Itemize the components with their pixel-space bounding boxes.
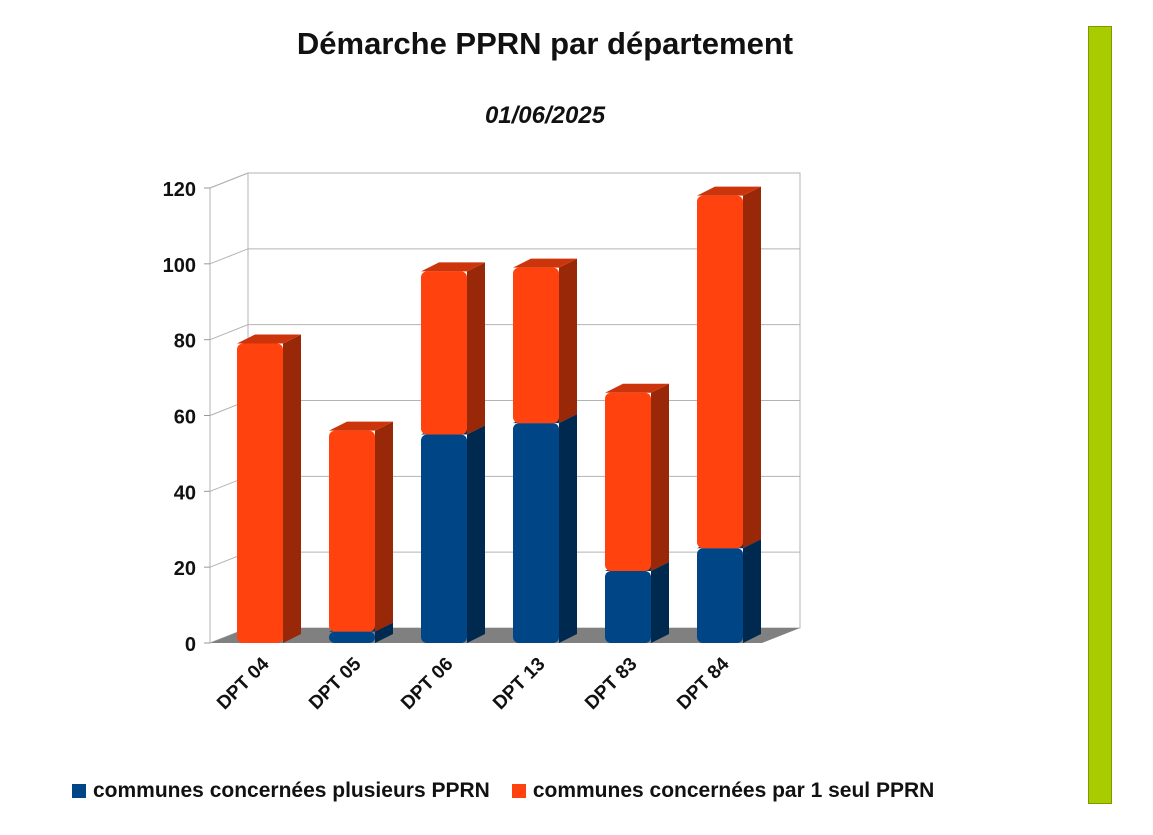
y-tick-label: 100 [163,255,196,277]
legend-item-series-1: communes concernées plusieurs PPRN [72,779,490,803]
gridline [209,172,800,189]
x-tick-label: DPT 13 [489,654,549,714]
chart-bars [237,186,761,643]
x-tick-label: DPT 04 [213,653,274,714]
y-tick-label: 120 [163,179,196,201]
legend-swatch-series-1 [72,784,86,798]
gridline [209,324,800,341]
bar-dpt-04-series-2 [237,334,301,643]
bar-dpt-83-series-1 [605,561,669,643]
bar-side-face [559,414,577,643]
legend-label-series-1: communes concernées plusieurs PPRN [93,779,490,802]
bar-dpt-13-series-2 [513,258,577,424]
bar-side-face [467,425,485,643]
chart-legend: communes concernées plusieurs PPRN commu… [72,779,956,803]
bar-side-face [651,383,669,571]
bar-top-face [513,258,577,268]
bar-side-face [283,334,301,643]
x-tick-label: DPT 84 [673,653,734,714]
gridline [209,248,800,265]
bar-dpt-83-series-2 [605,383,669,571]
bar-front-face [605,570,651,643]
x-tick-label: DPT 83 [581,654,641,714]
bar-dpt-06-series-1 [421,425,485,643]
y-axis-tick-labels: 0 20 40 60 80 100 120 [163,179,210,656]
bar-top-face [421,262,485,272]
chart-subtitle: 01/06/2025 [484,102,606,129]
y-tick-label: 80 [174,331,196,353]
legend-label-series-2: communes concernées par 1 seul PPRN [532,779,935,802]
bar-front-face [697,548,743,643]
y-tick-label: 0 [185,634,196,656]
chart-title: Démarche PPRN par département [296,26,794,61]
bar-front-face [237,343,283,643]
x-tick-label: DPT 05 [305,653,366,714]
bar-front-face [605,392,651,571]
y-tick-label: 40 [174,482,196,504]
y-tick-label: 60 [174,407,196,429]
legend-item-series-2: communes concernées par 1 seul PPRN [511,779,935,803]
x-axis-tick-labels: DPT 04 DPT 05 DPT 06 DPT 13 DPT 83 DPT 84 [213,653,734,714]
bar-front-face [329,430,375,632]
bar-dpt-13-series-1 [513,414,577,643]
bar-side-face [651,561,669,643]
bar-side-face [375,622,393,643]
legend-swatch-series-2 [511,784,526,798]
bar-top-face [237,334,301,344]
bar-front-face [513,423,559,643]
bar-side-face [743,186,761,549]
bar-front-face [421,271,467,435]
bar-dpt-84-series-2 [697,186,761,549]
bar-dpt-84-series-1 [697,539,761,643]
x-tick-label: DPT 06 [397,654,457,714]
bar-front-face [329,631,375,643]
y-tick-label: 20 [174,558,196,580]
bar-top-face [697,186,761,196]
bar-side-face [467,262,485,435]
bar-top-face [605,383,669,393]
accent-bar [1088,26,1112,804]
bar-side-face [559,258,577,424]
bar-front-face [513,267,559,424]
bar-side-face [375,421,393,632]
bar-front-face [697,195,743,549]
bar-side-face [743,539,761,643]
bar-top-face [329,421,393,431]
bar-front-face [421,434,467,643]
bar-dpt-06-series-2 [421,262,485,435]
bar-dpt-05-series-2 [329,421,393,632]
